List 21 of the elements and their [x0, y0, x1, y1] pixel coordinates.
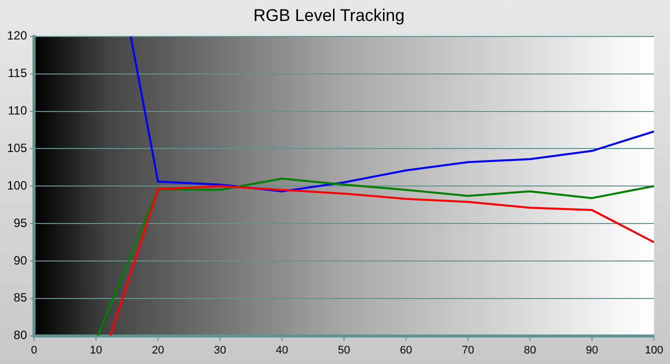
y-tick-label: 105	[6, 140, 28, 155]
y-tick-label: 110	[8, 104, 28, 118]
x-tick-label: 100	[644, 344, 664, 356]
y-tick-label: 115	[8, 66, 28, 80]
y-tick-label: 120	[6, 28, 28, 43]
x-tick-label: 80	[524, 344, 536, 356]
chart-title: RGB Level Tracking	[253, 6, 405, 25]
y-tick-label: 80	[14, 328, 28, 342]
y-tick-label: 85	[14, 290, 28, 305]
x-tick-label: 70	[462, 344, 474, 356]
x-tick-label: 90	[586, 344, 598, 356]
x-tick-label: 50	[338, 344, 350, 356]
x-tick-label: 40	[276, 344, 288, 356]
y-tick-label: 100	[6, 178, 28, 192]
y-tick-label: 90	[14, 253, 28, 268]
y-tick-label: 95	[14, 216, 28, 230]
x-tick-label: 60	[400, 344, 412, 356]
x-tick-label: 20	[152, 344, 164, 356]
x-tick-label: 10	[90, 344, 102, 356]
x-tick-label: 0	[30, 344, 38, 356]
x-tick-label: 30	[214, 344, 226, 356]
